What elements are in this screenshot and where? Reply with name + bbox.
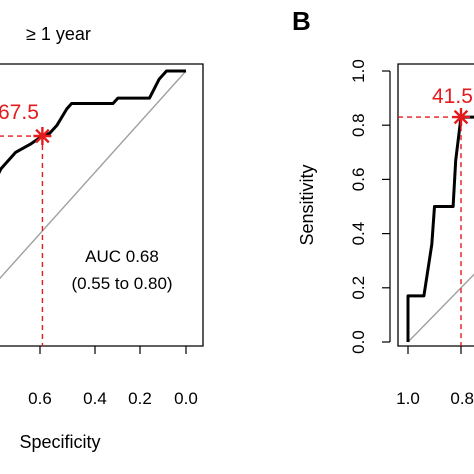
panel-b-roc-curve	[406, 115, 474, 342]
panel-b-y-tick-label: 0.0	[349, 330, 368, 354]
panel-b-y-axis: 0.0 0.2 0.4 0.6 0.8 1.0	[349, 59, 391, 354]
panel-a-x-tick-label: 0.2	[128, 389, 152, 408]
panel-a-x-axis-title: Specificity	[19, 432, 100, 452]
panel-a-auc-value: AUC 0.68	[85, 247, 159, 266]
panel-b-y-axis-title: Sensitivity	[297, 164, 317, 245]
panel-b-cutoff-star-marker	[452, 108, 470, 127]
panel-b-reference-diagonal	[407, 273, 474, 343]
panel-a: ≥ 1 year 0.6 0.4 0.2 0.0 Specificity 67.…	[0, 24, 204, 452]
panel-b-y-tick-label: 0.2	[349, 276, 368, 300]
panel-b-letter: B	[292, 6, 311, 36]
panel-b: B Sensitivity 0.0 0.2 0.4 0.6 0.8 1.0 1.0 0.8…	[292, 6, 474, 408]
panel-a-subtitle: ≥ 1 year	[26, 24, 91, 44]
panel-a-plot-frame	[0, 63, 204, 347]
panel-a-x-tick-label: 0.4	[83, 389, 107, 408]
panel-a-roc-curve	[0, 69, 186, 174]
panel-b-x-axis: 1.0 0.8	[396, 346, 474, 408]
panel-b-cutoff-label: 41.5	[432, 85, 473, 108]
panel-a-cutoff-star-marker	[33, 127, 52, 145]
panel-b-cutoff-star-stroke	[453, 109, 469, 125]
panel-b-plot-frame	[397, 63, 474, 347]
panel-a-auc-ci: (0.55 to 0.80)	[71, 274, 172, 293]
panel-b-y-tick-label: 0.8	[349, 113, 368, 137]
panel-a-cutoff-label: 67.5	[0, 101, 39, 124]
panel-b-y-tick-label: 0.6	[349, 168, 368, 192]
panel-b-x-tick-label: 1.0	[396, 389, 420, 408]
panel-b-y-tick-label: 1.0	[349, 59, 368, 83]
panel-a-cutoff-star-stroke	[35, 128, 50, 144]
panel-b-y-tick-label: 0.4	[349, 222, 368, 246]
panel-b-x-tick-label: 0.8	[450, 389, 474, 408]
panel-a-x-tick-label: 0.6	[28, 389, 52, 408]
panel-a-x-tick-label: 0.0	[174, 389, 198, 408]
panel-a-reference-diagonal	[0, 70, 187, 280]
panel-a-x-axis: 0.6 0.4 0.2 0.0 Specificity	[19, 346, 198, 452]
